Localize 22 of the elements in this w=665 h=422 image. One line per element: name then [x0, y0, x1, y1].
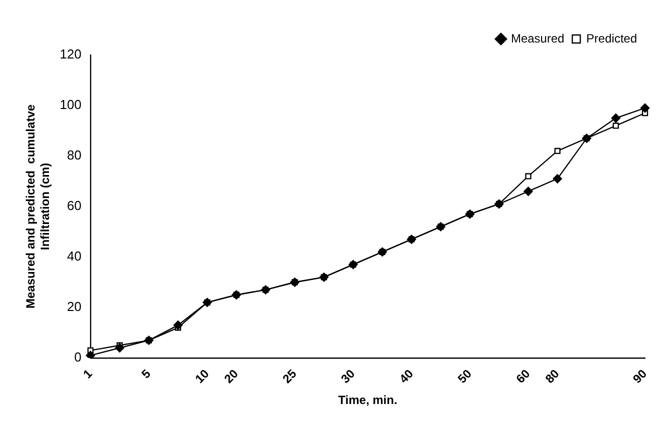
- legend-label: Predicted: [586, 31, 638, 46]
- x-tick-label: 10: [192, 366, 212, 386]
- y-axis-title: Measured and predicted cumulatve Infiltration (cm): [24, 104, 52, 309]
- x-tick-label: 50: [455, 366, 475, 386]
- y-tick-label: 60: [67, 198, 82, 214]
- x-tick-label: 5: [138, 366, 154, 382]
- y-tick-label: 0: [74, 350, 82, 365]
- x-axis-title: Time, min.: [338, 393, 398, 408]
- x-tick-label: 40: [396, 366, 416, 386]
- x-tick-label: 80: [542, 366, 562, 386]
- legend-label: Measured: [510, 31, 564, 46]
- y-tick-label: 40: [67, 248, 82, 264]
- y-tick-label: 80: [67, 148, 82, 163]
- x-tick-label: 30: [338, 366, 358, 386]
- x-tick-label: 25: [280, 366, 300, 386]
- x-tick-label: 1: [80, 366, 96, 382]
- x-tick-label: 90: [630, 366, 650, 386]
- x-tick-label: 60: [513, 366, 533, 386]
- x-tick-label: 20: [222, 366, 242, 386]
- y-tick-label: 120: [60, 46, 82, 62]
- y-tick-label: 20: [67, 299, 82, 314]
- y-tick-label: 100: [60, 97, 82, 112]
